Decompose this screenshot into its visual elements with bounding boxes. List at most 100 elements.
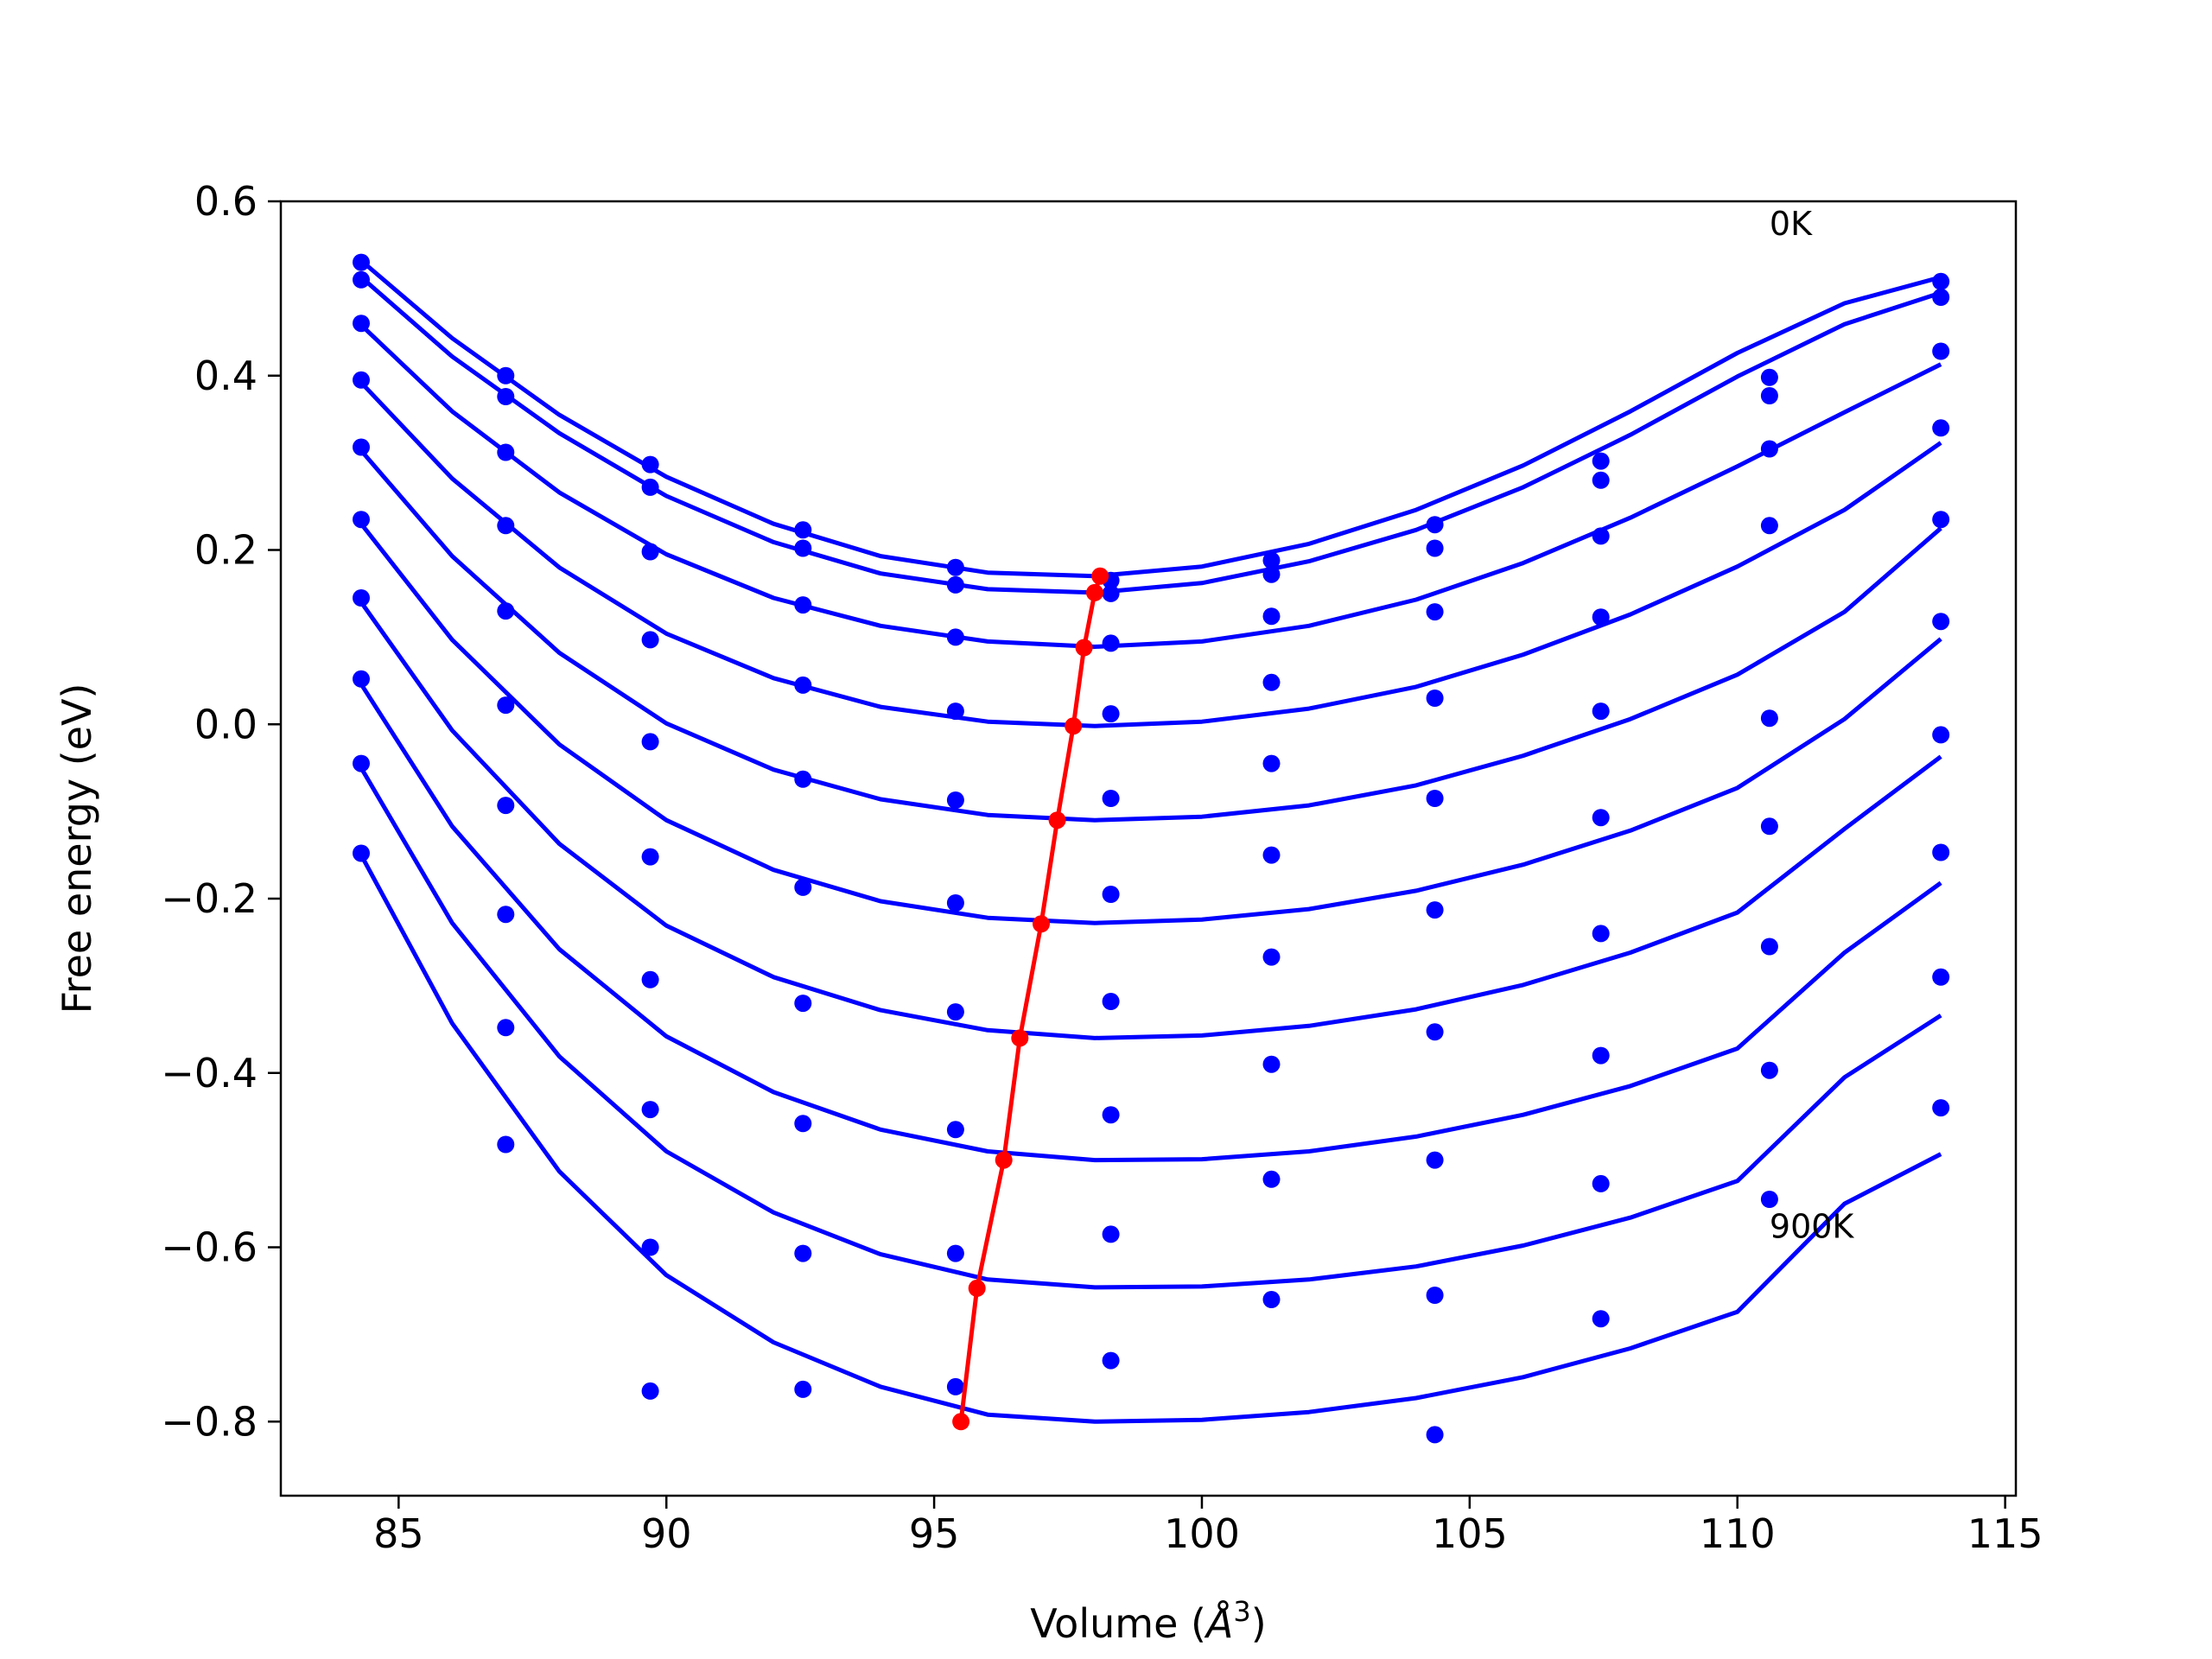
data-point — [1760, 517, 1778, 535]
fit-curves — [359, 258, 1942, 1424]
data-point — [641, 478, 659, 496]
data-point — [1592, 527, 1610, 545]
data-point — [641, 543, 659, 561]
data-point — [946, 894, 964, 912]
data-point — [1262, 607, 1281, 626]
data-point — [1102, 634, 1120, 652]
data-point — [946, 1377, 964, 1395]
data-point — [1262, 846, 1281, 864]
x-tick-label: 110 — [1700, 1510, 1776, 1557]
data-point — [1102, 584, 1120, 602]
data-point — [641, 1382, 659, 1400]
fit-curve-9 — [359, 766, 1942, 1290]
data-points — [353, 253, 1950, 1444]
data-point — [1932, 419, 1950, 437]
data-point — [794, 995, 812, 1013]
y-tick-label: −0.8 — [161, 1398, 257, 1445]
minimum-line-path — [958, 575, 1103, 1422]
data-point — [1592, 1310, 1610, 1328]
y-tick-label: −0.4 — [161, 1050, 257, 1096]
data-point — [1932, 613, 1950, 631]
data-point — [1426, 1151, 1444, 1169]
data-point — [497, 1019, 515, 1037]
data-point — [1426, 690, 1444, 707]
data-point — [1426, 603, 1444, 621]
data-point — [1760, 1061, 1778, 1079]
data-point — [1262, 1055, 1281, 1073]
data-point — [641, 631, 659, 649]
x-tick-label: 95 — [909, 1510, 960, 1557]
data-point — [641, 1238, 659, 1256]
data-point — [1262, 565, 1281, 583]
data-point — [1932, 1099, 1950, 1117]
data-point — [641, 1101, 659, 1119]
data-point — [1426, 516, 1444, 534]
data-point — [353, 438, 370, 456]
fit-curve-7 — [359, 601, 1942, 1040]
data-point — [1102, 886, 1120, 903]
data-point — [1760, 1191, 1778, 1208]
data-point — [1932, 843, 1950, 861]
data-point — [1102, 1106, 1120, 1124]
minimum-line — [952, 567, 1109, 1431]
data-point — [1760, 817, 1778, 836]
data-point — [353, 844, 370, 862]
data-point — [353, 270, 370, 289]
data-point — [946, 628, 964, 646]
data-point — [1262, 673, 1281, 691]
data-point — [1592, 1046, 1610, 1065]
minimum-point — [995, 1151, 1013, 1169]
minimum-point — [1011, 1029, 1029, 1047]
data-point — [1102, 705, 1120, 723]
data-point — [946, 702, 964, 721]
data-point — [1426, 790, 1444, 807]
temperature-annotation: 900K — [1770, 1207, 1855, 1245]
x-tick-label: 90 — [641, 1510, 692, 1557]
data-point — [1760, 387, 1778, 404]
data-point — [1592, 471, 1610, 489]
data-point — [1592, 1174, 1610, 1192]
data-point — [641, 970, 659, 988]
data-point — [1760, 938, 1778, 956]
fit-curve-2 — [359, 275, 1942, 595]
data-point — [1932, 272, 1950, 290]
data-point — [497, 517, 515, 535]
data-point — [946, 1003, 964, 1021]
minimum-point — [1075, 639, 1093, 657]
data-point — [353, 589, 370, 607]
data-point — [353, 315, 370, 333]
x-axis-label: Volume (Å3) — [1030, 1595, 1266, 1647]
plot-area — [353, 253, 1950, 1444]
data-point — [1592, 809, 1610, 827]
data-point — [946, 791, 964, 809]
y-axis-label: Free energy (eV) — [54, 683, 100, 1014]
x-tick-label: 100 — [1164, 1510, 1240, 1557]
data-point — [1426, 1023, 1444, 1041]
data-point — [353, 670, 370, 688]
fit-curve-8 — [359, 683, 1942, 1163]
data-point — [1932, 968, 1950, 986]
data-point — [497, 696, 515, 715]
data-point — [497, 797, 515, 815]
annotations: 0K 900K — [1770, 205, 1855, 1245]
data-point — [1262, 551, 1281, 569]
data-point — [1262, 754, 1281, 772]
x-axis: 85 90 95 100 105 110 115 — [373, 1496, 2044, 1557]
data-point — [1102, 993, 1120, 1010]
data-point — [1102, 790, 1120, 807]
y-axis: −0.8 −0.6 −0.4 −0.2 0.0 0.2 0.4 0.6 — [161, 178, 281, 1445]
data-point — [794, 1380, 812, 1398]
data-point — [1932, 726, 1950, 744]
minimum-point — [1086, 583, 1103, 601]
data-point — [1262, 948, 1281, 966]
data-point — [1932, 511, 1950, 529]
data-point — [946, 1244, 964, 1262]
data-point — [794, 676, 812, 694]
data-point — [641, 733, 659, 751]
minimum-point — [1091, 567, 1109, 585]
fit-curve-6 — [359, 522, 1942, 925]
y-tick-label: 0.4 — [194, 353, 257, 399]
data-point — [794, 1115, 812, 1133]
data-point — [1426, 1426, 1444, 1444]
